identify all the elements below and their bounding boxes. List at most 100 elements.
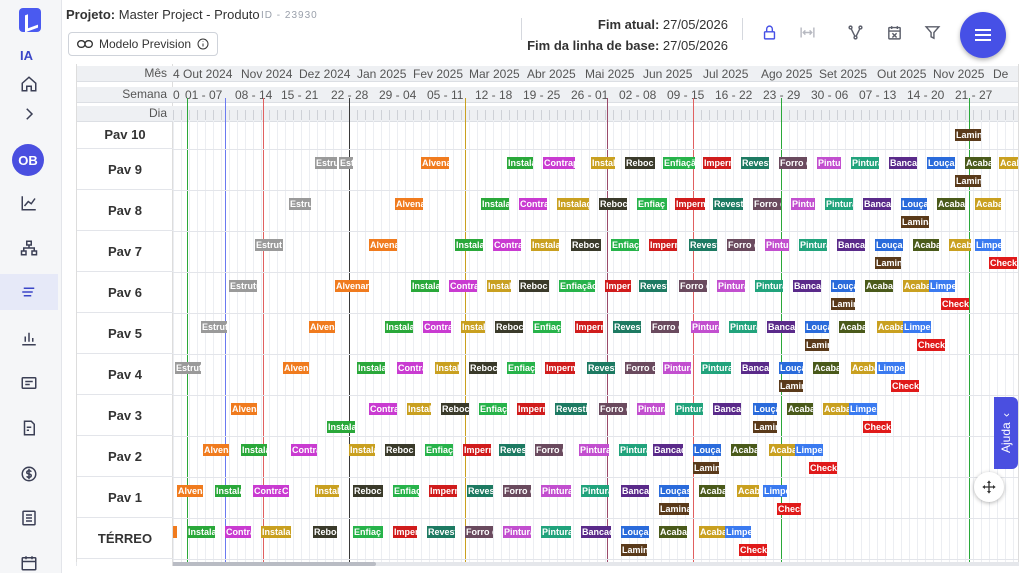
task-bar[interactable]: Check- — [917, 339, 945, 351]
task-bar[interactable]: Bancad — [793, 280, 821, 292]
task-bar[interactable]: Limpez — [763, 485, 787, 497]
task-bar[interactable]: Alvena — [203, 444, 229, 456]
task-bar[interactable]: Contra — [253, 485, 281, 497]
ia-logo[interactable]: IA — [20, 48, 33, 63]
task-bar[interactable]: Imper — [393, 526, 417, 538]
task-bar[interactable]: Lamir — [805, 339, 829, 351]
line-chart-icon[interactable] — [0, 185, 58, 221]
task-bar[interactable]: Estrut — [201, 321, 227, 333]
help-tab[interactable]: Ajuda ‹ — [994, 397, 1018, 469]
task-bar[interactable]: Bancad — [653, 444, 683, 456]
task-bar[interactable]: Alvena — [177, 485, 203, 497]
task-bar[interactable]: Acabar — [699, 485, 725, 497]
task-bar[interactable]: Pintura — [851, 157, 879, 169]
task-bar[interactable]: Forro d — [535, 444, 563, 456]
task-bar[interactable]: Acaba — [877, 321, 903, 333]
edit-document-icon[interactable] — [0, 410, 58, 446]
task-bar[interactable]: Bancad — [889, 157, 917, 169]
task-bar[interactable]: Enfiaç — [393, 485, 419, 497]
row-label[interactable]: Pav 5 — [77, 313, 173, 354]
gantt-icon[interactable] — [0, 274, 58, 310]
row-label[interactable]: Pav 6 — [77, 272, 173, 313]
move-icon[interactable] — [974, 472, 1004, 502]
task-bar[interactable]: Pintur — [817, 157, 841, 169]
task-bar[interactable]: Acabar — [937, 198, 965, 210]
task-bar[interactable]: Pintura — [581, 485, 609, 497]
task-bar[interactable]: Enfiaç — [507, 362, 535, 374]
task-bar[interactable]: Revesti — [555, 403, 587, 415]
task-bar[interactable]: Limpez — [975, 239, 1001, 251]
task-bar[interactable]: Imperm — [675, 198, 705, 210]
task-bar[interactable]: Alvena — [309, 321, 335, 333]
task-bar[interactable]: Reboc — [313, 526, 337, 538]
task-bar[interactable]: Limpez — [929, 280, 955, 292]
task-bar[interactable]: Bancad — [741, 362, 769, 374]
task-bar[interactable]: Acabar — [787, 403, 813, 415]
task-bar[interactable]: Revest — [613, 321, 641, 333]
task-bar[interactable]: Acaba — [975, 198, 1001, 210]
task-bar[interactable]: Pintura — [691, 321, 719, 333]
calendar-x-icon[interactable] — [884, 22, 904, 42]
logo-icon[interactable] — [19, 8, 41, 32]
task-bar[interactable]: Alvena — [231, 403, 257, 415]
task-bar[interactable]: Reboc — [469, 362, 497, 374]
task-bar[interactable]: Acaba — [913, 239, 939, 251]
task-bar[interactable]: Check — [777, 503, 801, 515]
row-label[interactable]: TÉRREO — [77, 518, 173, 559]
task-bar[interactable]: Enfiaçã — [663, 157, 695, 169]
row-label[interactable]: Pav 8 — [77, 190, 173, 231]
timeline[interactable]: 4 Out 2024 Nov 2024 Dez 2024 Jan 2025 Fev 202… — [173, 64, 1018, 566]
money-icon[interactable] — [0, 456, 58, 492]
card-list-icon[interactable] — [0, 365, 58, 401]
home-icon[interactable] — [0, 66, 58, 102]
task-bar[interactable]: Contra — [519, 198, 547, 210]
task-bar[interactable]: Pintura — [541, 526, 571, 538]
task-bar[interactable]: Louças — [927, 157, 955, 169]
task-bar[interactable]: Acaba — [903, 280, 929, 292]
task-bar[interactable]: Instal — [591, 157, 615, 169]
task-bar[interactable]: Enfiaç — [533, 321, 561, 333]
task-bar[interactable]: Pintura — [675, 403, 703, 415]
task-bar[interactable]: Pintura — [825, 198, 853, 210]
task-bar[interactable]: Contra — [493, 239, 521, 251]
task-bar[interactable]: Pintura — [503, 526, 531, 538]
task-bar[interactable]: Contra — [225, 526, 251, 538]
task-bar[interactable]: Instalaç — [557, 198, 589, 210]
task-bar[interactable]: Enfiaç — [353, 526, 383, 538]
task-bar[interactable]: Imperm — [517, 403, 545, 415]
task-bar[interactable]: Check- — [891, 380, 919, 392]
task-bar[interactable]: Revest — [467, 485, 493, 497]
task-bar[interactable]: Estrut — [255, 239, 283, 251]
task-bar[interactable]: Pintura — [729, 321, 757, 333]
task-bar[interactable]: Alvena — [369, 239, 397, 251]
task-bar[interactable]: Limpez — [725, 526, 751, 538]
task-bar[interactable]: Alvena — [395, 198, 423, 210]
task-bar[interactable]: Reboc — [571, 239, 601, 251]
task-bar[interactable]: Limpez — [903, 321, 931, 333]
task-bar[interactable]: Instala — [241, 444, 267, 456]
task-bar[interactable]: Bancad — [837, 239, 865, 251]
task-bar[interactable]: Pintura — [541, 485, 571, 497]
task-bar[interactable]: Acabar — [659, 526, 687, 538]
task-bar[interactable] — [173, 526, 177, 538]
task-bar[interactable]: Louça — [753, 403, 777, 415]
row-label[interactable]: Pav 3 — [77, 395, 173, 436]
task-bar[interactable]: Instal — [407, 403, 431, 415]
task-bar[interactable]: Louças — [659, 485, 689, 497]
task-bar[interactable]: Acaba — [813, 362, 839, 374]
task-bar[interactable]: Louças — [831, 280, 855, 292]
task-bar[interactable]: Pintura — [663, 362, 691, 374]
row-label[interactable]: Pav 4 — [77, 354, 173, 395]
calendar-icon[interactable] — [0, 545, 58, 573]
task-bar[interactable]: Louças — [621, 526, 649, 538]
task-bar[interactable]: Contra — [423, 321, 451, 333]
task-bar[interactable]: Limpez — [795, 444, 823, 456]
horizontal-scrollbar[interactable] — [76, 562, 1019, 566]
task-bar[interactable]: Pintur — [791, 198, 815, 210]
task-bar[interactable]: Bancad — [581, 526, 611, 538]
task-bar[interactable]: Instala — [507, 157, 533, 169]
task-bar[interactable]: Instala — [327, 421, 355, 433]
task-bar[interactable]: Contra — [397, 362, 423, 374]
task-bar[interactable]: Revest — [587, 362, 615, 374]
task-bar[interactable]: Contrap — [543, 157, 575, 169]
